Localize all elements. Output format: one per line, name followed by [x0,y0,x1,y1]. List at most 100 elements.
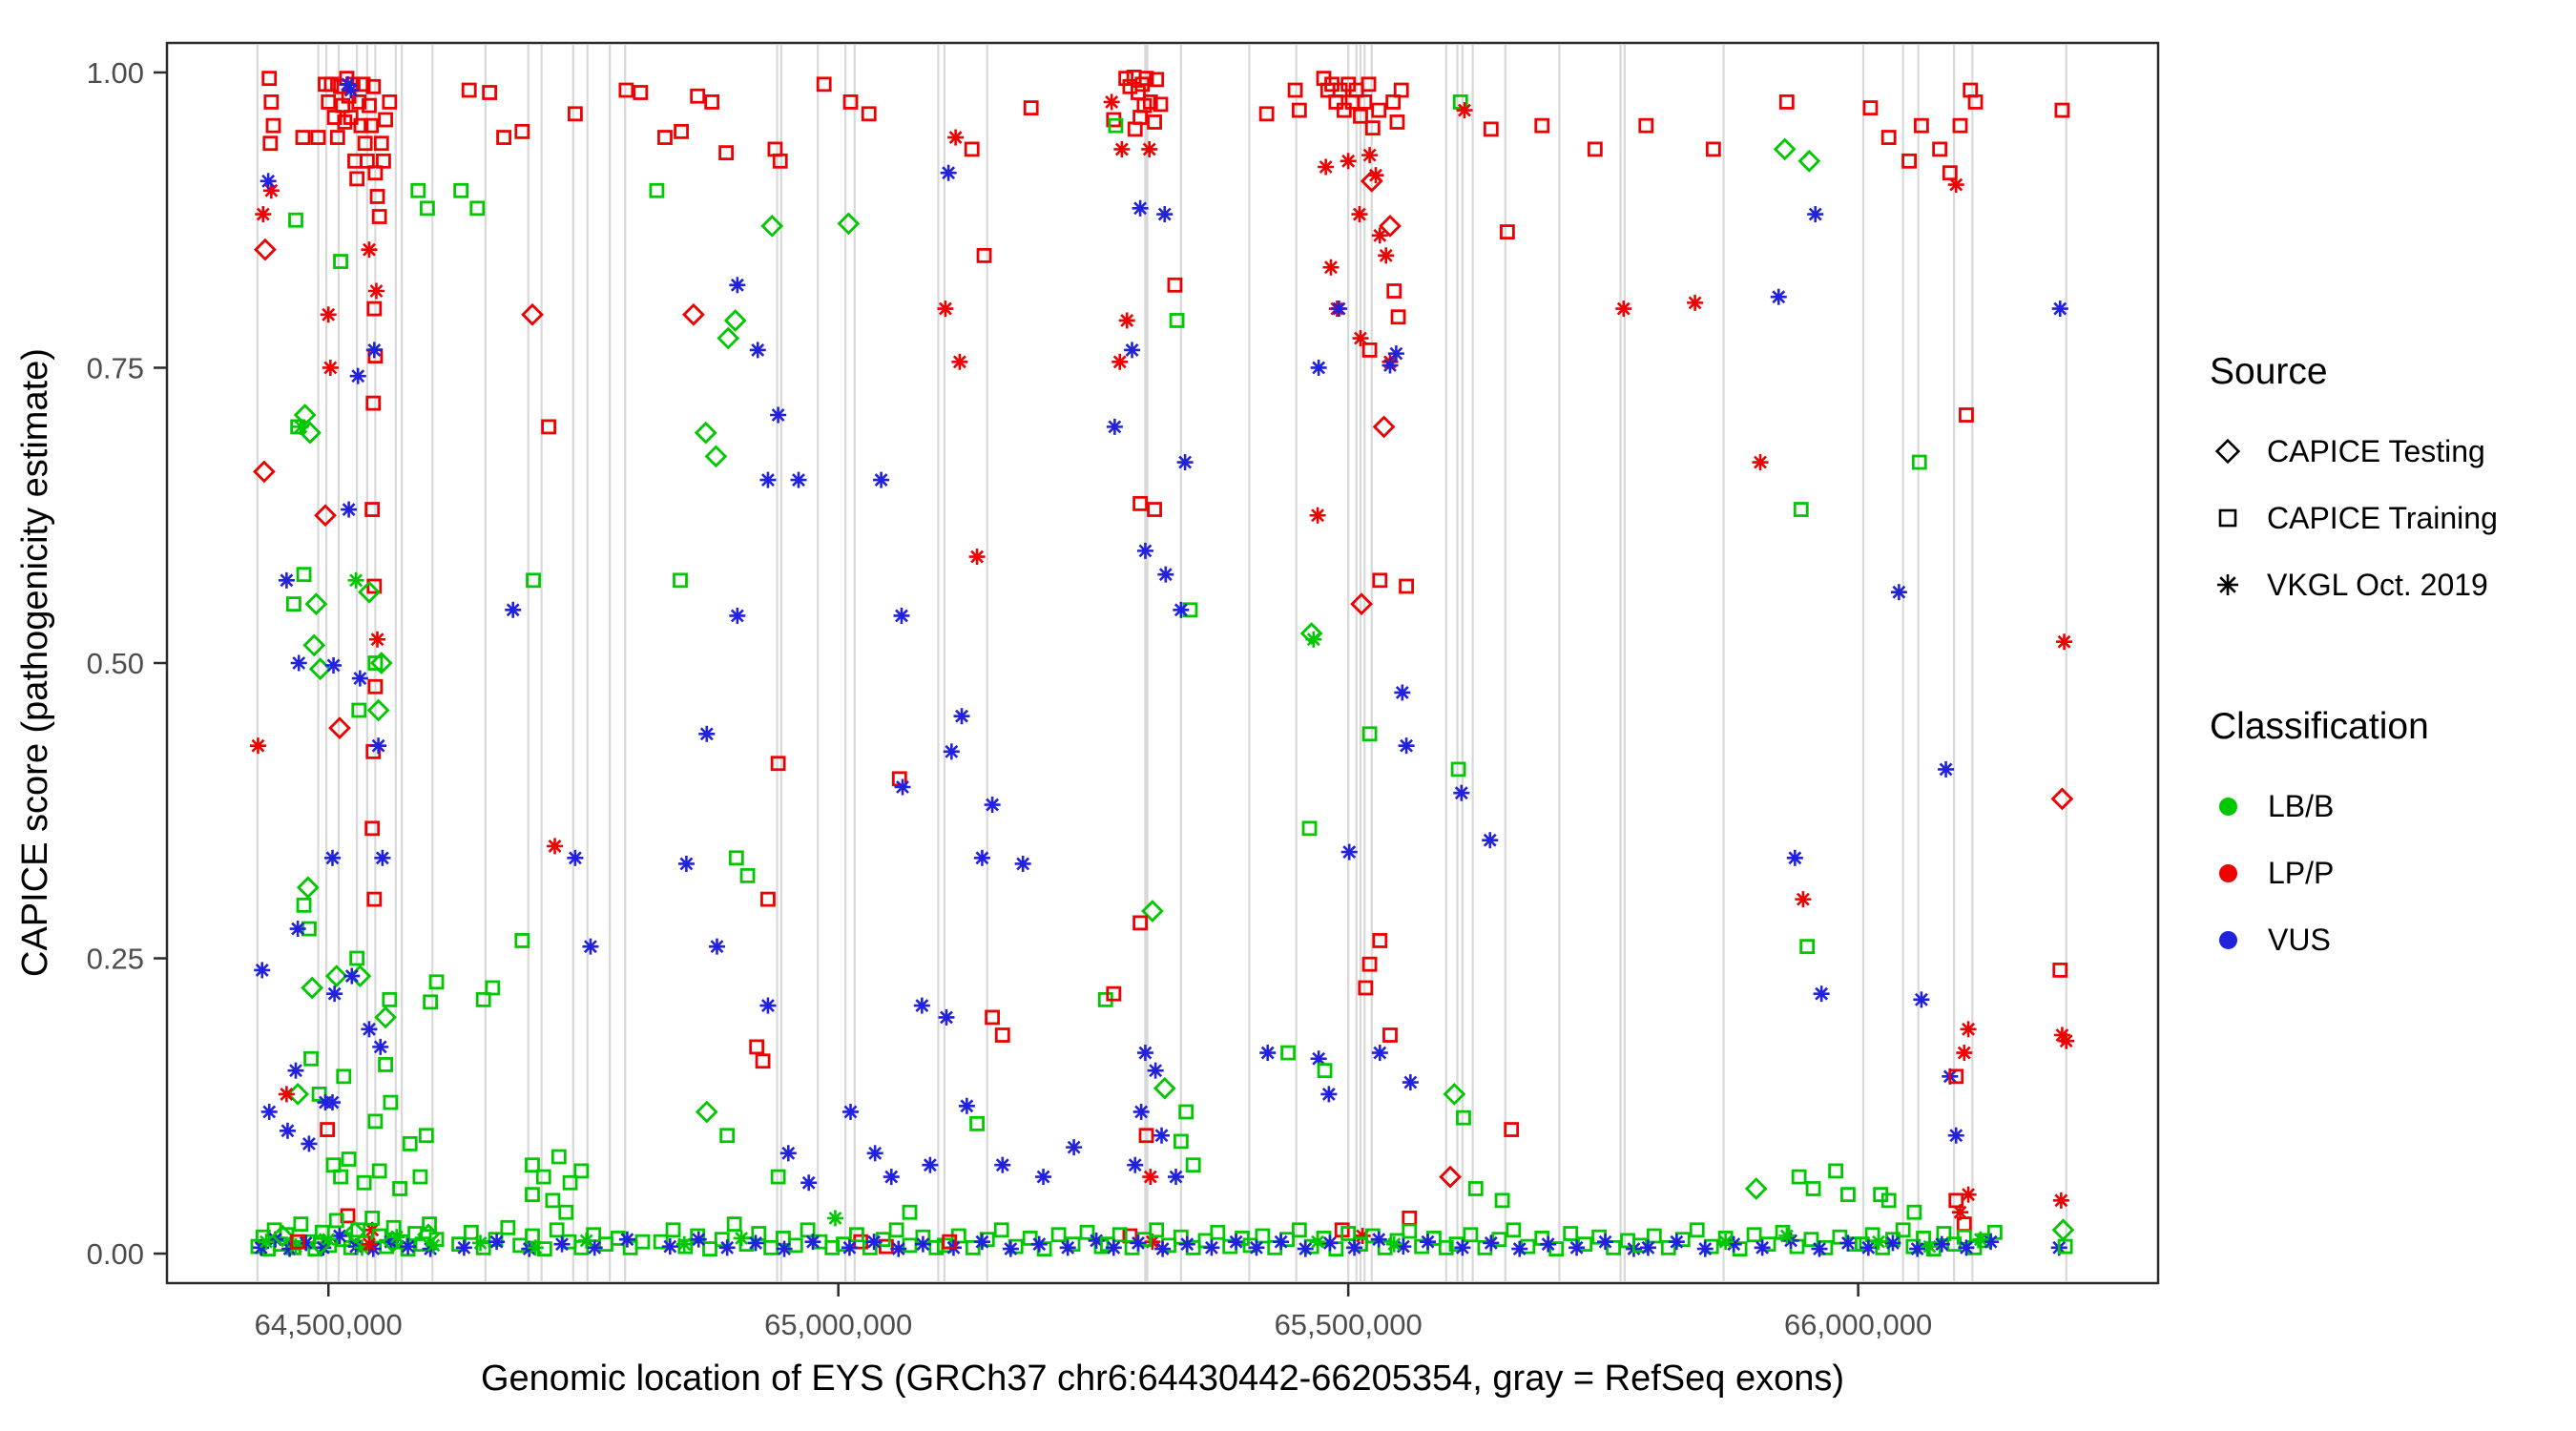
asterisk-stroke [938,301,952,316]
scatter-point-square [1258,106,1275,122]
scatter-point-asterisk [1972,1231,1989,1248]
scatter-point-square [500,1219,516,1235]
asterisk-stroke [341,77,355,92]
scatter-point-asterisk [1933,1235,1950,1253]
scatter-point-square [726,1216,742,1232]
asterisk-stroke [1670,1234,1684,1249]
scatter-point-square [475,991,491,1007]
asterisk-stroke [1178,455,1193,469]
asterisk-stroke [353,672,367,686]
asterisk-stroke [2059,1034,2073,1048]
asterisk-stroke [1016,857,1030,871]
asterisk-stroke [1125,342,1139,357]
scatter-point-square [549,1222,565,1238]
scatter-point-asterisk [289,921,306,938]
scatter-point-asterisk [320,306,337,323]
asterisk-stroke [1512,1242,1527,1256]
scatter-point-square [1106,985,1122,1002]
scatter-point-square [1147,114,1162,130]
scatter-point-square [1153,96,1169,113]
scatter-point-square [1548,1241,1565,1256]
scatter-point-diamond [296,876,320,900]
scatter-point-asterisk [1124,342,1141,359]
x-axis-title: Genomic location of EYS (GRCh37 chr6:644… [480,1358,1845,1399]
scatter-point-asterisk [677,855,695,872]
scatter-point-asterisk [301,1135,318,1152]
scatter-point-asterisk [578,1232,595,1249]
asterisk-stroke [952,355,966,369]
asterisk-stroke [801,1175,816,1190]
legend-item-label: LB/B [2268,788,2335,823]
scatter-point-square [1956,1229,1972,1245]
scatter-point-diamond [1372,415,1396,439]
scatter-point-asterisk [505,601,522,618]
scatter-point-square [1895,1222,1911,1238]
scatter-point-square [323,76,340,93]
asterisk-stroke [588,1240,602,1255]
asterisk-stroke [1347,1240,1361,1255]
asterisk-stroke [1718,1234,1733,1249]
legend-classification-group: Classification LB/B LP/P VUS [2210,706,2498,973]
scatter-point-square [326,110,343,125]
scatter-point-asterisk [374,849,391,866]
scatter-point-asterisk [1370,1231,1387,1248]
asterisk-stroke [319,1095,332,1110]
scatter-point-square [362,97,377,114]
scatter-point-square [364,1211,381,1226]
scatter-point-asterisk [1483,1234,1500,1252]
asterisk-stroke [986,798,1000,812]
scatter-point-asterisk [1346,1239,1363,1256]
asterisk-stroke [325,851,340,865]
scatter-point-square [1467,1181,1484,1196]
scatter-point-square [1506,1222,1522,1238]
asterisk-stroke [1935,1237,1949,1252]
asterisk-stroke [1105,94,1119,109]
asterisk-stroke [1387,1237,1402,1252]
scatter-point-asterisk [1381,357,1399,374]
asterisk-stroke [1180,1237,1195,1252]
scatter-point-square [573,1163,590,1179]
scatter-point-square [343,110,359,125]
asterisk-stroke [1886,1235,1900,1250]
scatter-point-asterisk [367,282,384,300]
asterisk-stroke [301,1136,316,1151]
scatter-point-asterisk [1361,147,1379,164]
scatter-point-asterisk [698,725,716,742]
asterisk-stroke [1383,359,1397,372]
asterisk-stroke [677,1237,692,1252]
scatter-point-square [1301,820,1318,837]
asterisk-stroke [720,1240,735,1255]
scatter-point-square [321,94,337,110]
scatter-point-square [1494,1192,1510,1209]
scatter-point-square [1660,1239,1676,1255]
scatter-point-square [665,1222,681,1238]
scatter-point-asterisk [567,849,584,866]
asterisk-stroke [1400,738,1414,753]
scatter-point-square [341,1151,357,1167]
asterisk-stroke [473,1235,488,1250]
asterisk-stroke [1306,633,1320,647]
scatter-point-diamond [1360,169,1383,193]
scatter-point-diamond [304,592,328,615]
scatter-point-diamond [374,1006,397,1029]
asterisk-stroke [1788,851,1802,865]
asterisk-stroke [1332,301,1346,316]
asterisk-stroke [749,1235,763,1250]
scatter-point-asterisk [729,277,746,294]
asterisk-stroke [1158,568,1173,582]
scatter-point-square [1138,1128,1154,1144]
asterisk-stroke [1133,201,1148,216]
asterisk-stroke [322,307,336,321]
scatter-point-square [1620,1233,1635,1249]
asterisk-stroke [1727,1237,1741,1252]
scatter-point-asterisk [1807,206,1824,223]
scatter-point-square [378,112,393,128]
scatter-point-square [1828,1163,1844,1179]
scatter-point-asterisk [1947,176,1964,194]
scatter-point-diamond [521,302,544,326]
scatter-point-diamond [1153,1076,1176,1100]
asterisk-stroke [1953,1205,1967,1219]
scatter-point-square [633,85,649,100]
scatter-point-square [1393,82,1409,98]
scatter-point-square [349,171,365,187]
